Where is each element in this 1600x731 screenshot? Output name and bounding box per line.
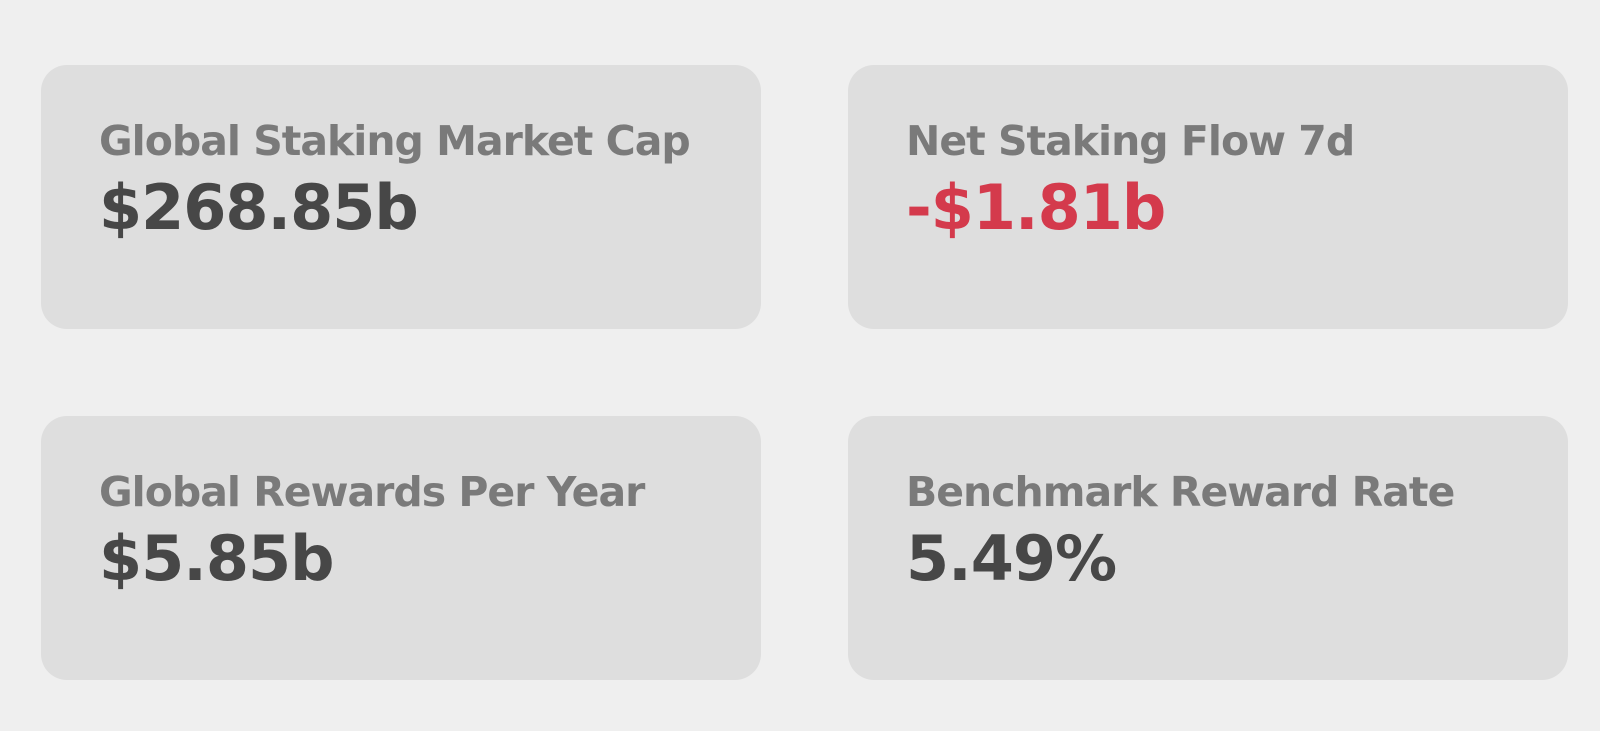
stat-value: -$1.81b <box>906 171 1166 244</box>
stat-label: Net Staking Flow 7d <box>906 117 1355 165</box>
stat-value: 5.49% <box>906 522 1117 595</box>
stat-label: Global Staking Market Cap <box>99 117 691 165</box>
stat-label: Benchmark Reward Rate <box>906 468 1455 516</box>
stat-card: Net Staking Flow 7d -$1.81b <box>848 65 1568 329</box>
stat-card: Global Staking Market Cap $268.85b <box>41 65 761 329</box>
stat-card: Benchmark Reward Rate 5.49% <box>848 416 1568 680</box>
stat-value: $268.85b <box>99 171 419 244</box>
stat-label: Global Rewards Per Year <box>99 468 645 516</box>
stat-card: Global Rewards Per Year $5.85b <box>41 416 761 680</box>
stat-value: $5.85b <box>99 522 335 595</box>
